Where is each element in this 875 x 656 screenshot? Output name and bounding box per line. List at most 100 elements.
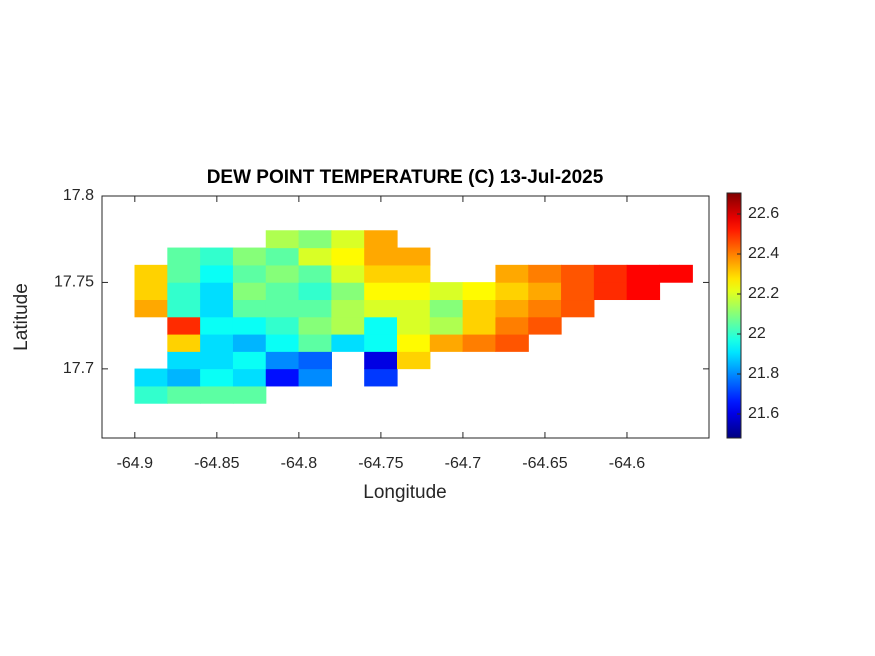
heatmap-cell <box>462 282 497 301</box>
heatmap-cell <box>232 368 267 387</box>
heatmap-cell <box>167 385 201 404</box>
heatmap-cell <box>200 282 234 301</box>
heatmap-cell <box>331 230 365 249</box>
heatmap-cell <box>200 351 234 370</box>
heatmap-cell <box>167 333 201 352</box>
x-axis-label: Longitude <box>363 482 446 503</box>
heatmap-cell <box>167 282 201 301</box>
heatmap-cell <box>462 333 497 352</box>
heatmap-cell <box>561 299 595 318</box>
x-tick-label: -64.9 <box>117 455 154 472</box>
heatmap-cell <box>200 316 234 335</box>
heatmap-cell <box>167 299 201 318</box>
heatmap-cell <box>232 316 267 335</box>
heatmap-cell <box>167 247 201 266</box>
heatmap-cell <box>200 385 234 404</box>
heatmap-cell <box>298 368 332 387</box>
heatmap-cell <box>265 264 300 283</box>
colorbar-tick-label: 22 <box>748 325 766 342</box>
heatmap-cell <box>200 368 234 387</box>
chart-title: DEW POINT TEMPERATURE (C) 13-Jul-2025 <box>207 167 604 188</box>
heatmap-cell <box>396 333 431 352</box>
heatmap-cell <box>659 264 693 283</box>
heatmap-cell <box>134 368 168 387</box>
y-tick-label: 17.75 <box>54 274 94 291</box>
heatmap-cell <box>298 282 332 301</box>
heatmap-cell <box>364 264 398 283</box>
heatmap-cell <box>396 351 431 370</box>
colorbar-tick-label: 22.6 <box>748 205 779 222</box>
heatmap-cell <box>167 316 201 335</box>
heatmap-cell <box>232 264 267 283</box>
heatmap-cell <box>265 351 300 370</box>
heatmap-cell <box>134 385 168 404</box>
heatmap-cell <box>364 247 398 266</box>
heatmap-cell <box>134 264 168 283</box>
colorbar <box>727 193 741 438</box>
heatmap-cell <box>396 264 431 283</box>
heatmap-cell <box>232 351 267 370</box>
heatmap-cell <box>298 299 332 318</box>
heatmap-cell <box>364 282 398 301</box>
heatmap-cell <box>331 264 365 283</box>
heatmap-cell <box>331 299 365 318</box>
x-tick-label: -64.7 <box>445 455 482 472</box>
heatmap-cell <box>298 351 332 370</box>
heatmap-cell <box>200 333 234 352</box>
axes-box <box>101 195 710 439</box>
heatmap-cell <box>495 316 529 335</box>
y-tick-label: 17.7 <box>63 360 94 377</box>
heatmap-cell <box>298 247 332 266</box>
heatmap-cell <box>364 333 398 352</box>
heatmap-cell <box>396 316 431 335</box>
x-tick-label: -64.6 <box>609 455 646 472</box>
heatmap-cell <box>265 333 300 352</box>
heatmap-cells <box>134 230 693 404</box>
heatmap-cell <box>429 299 464 318</box>
heatmap-cell <box>167 368 201 387</box>
x-tick-label: -64.75 <box>358 455 403 472</box>
heatmap-cell <box>200 299 234 318</box>
heatmap-cell <box>134 299 168 318</box>
heatmap-cell <box>232 282 267 301</box>
heatmap-cell <box>364 368 398 387</box>
colorbar-tick-label: 22.4 <box>748 245 779 262</box>
heatmap-cell <box>429 333 464 352</box>
heatmap-cell <box>528 316 562 335</box>
heatmap-cell <box>200 247 234 266</box>
x-tick-label: -64.65 <box>522 455 567 472</box>
heatmap-cell <box>265 368 300 387</box>
heatmap-cell <box>331 282 365 301</box>
heatmap-cell <box>561 282 595 301</box>
heatmap-cell <box>495 333 529 352</box>
colorbar-tick-label: 21.6 <box>748 405 779 422</box>
heatmap-cell <box>396 299 431 318</box>
heatmap-cell <box>265 316 300 335</box>
heatmap-cell <box>265 247 300 266</box>
heatmap-cell <box>331 247 365 266</box>
heatmap-cell <box>364 351 398 370</box>
heatmap-cell <box>396 282 431 301</box>
heatmap-cell <box>561 264 595 283</box>
heatmap-cell <box>298 316 332 335</box>
heatmap-cell <box>462 316 497 335</box>
heatmap-cell <box>200 264 234 283</box>
heatmap-cell <box>429 282 464 301</box>
heatmap-cell <box>462 299 497 318</box>
heatmap-cell <box>495 282 529 301</box>
y-tick-label: 17.8 <box>63 187 94 204</box>
heatmap-cell <box>331 333 365 352</box>
colorbar-tick-label: 21.8 <box>748 365 779 382</box>
colorbar-box <box>726 192 742 439</box>
heatmap-cell <box>528 264 562 283</box>
heatmap-cell <box>396 247 431 266</box>
heatmap-cell <box>364 299 398 318</box>
heatmap-cell <box>495 299 529 318</box>
heatmap-cell <box>429 316 464 335</box>
heatmap-cell <box>593 282 628 301</box>
heatmap-cell <box>364 230 398 249</box>
heatmap-cell <box>232 299 267 318</box>
y-axis-label: Latitude <box>11 283 32 351</box>
